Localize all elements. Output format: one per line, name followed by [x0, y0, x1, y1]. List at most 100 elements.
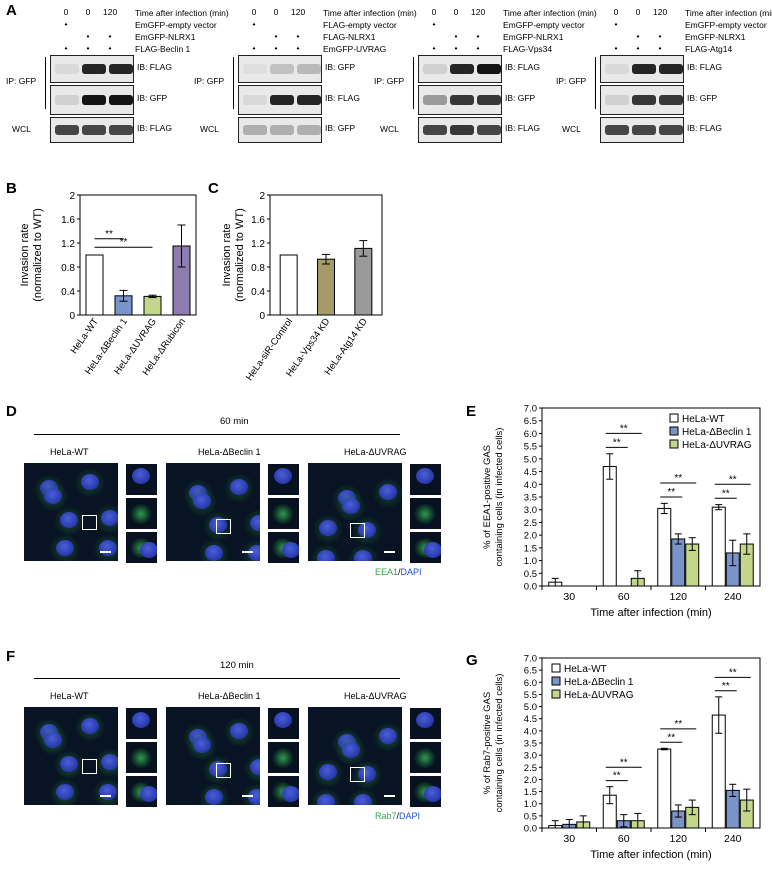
nucleus: [317, 550, 335, 561]
time-value: 0: [431, 7, 437, 17]
scale-bar: [100, 795, 111, 797]
bar: [85, 254, 104, 316]
zoom-region-box: [216, 519, 231, 534]
protein-band: [632, 95, 656, 105]
ip-label: IP: GFP: [556, 76, 587, 86]
protein-band: [243, 64, 267, 74]
immunoblot-label: IB: FLAG: [687, 62, 722, 72]
green-puncta: [414, 504, 436, 524]
nucleus: [101, 754, 118, 770]
construct-label: FLAG-Atg14: [685, 44, 733, 54]
confocal-image: [308, 707, 402, 805]
channel-label-blue: DAPI: [399, 811, 421, 821]
protein-band: [632, 64, 656, 74]
construct-present-mark: •: [252, 19, 256, 29]
category-label: 30: [563, 833, 575, 845]
construct-label: FLAG-Beclin 1: [135, 44, 191, 54]
ip-bracket: [45, 57, 46, 109]
y-axis-label: Invasion rate(normalized to WT): [222, 208, 246, 302]
panel-label-b: B: [6, 180, 17, 197]
legend-swatch: [669, 426, 679, 436]
bar: [711, 506, 726, 587]
protein-band: [659, 125, 683, 135]
y-tick-label: 3.0: [524, 751, 537, 762]
nucleus: [205, 789, 223, 805]
protein-band: [297, 64, 321, 74]
nucleus: [209, 761, 227, 777]
legend-label: HeLa-WT: [564, 664, 607, 675]
zoom-inset: [125, 463, 158, 496]
construct-present-mark: •: [296, 31, 300, 41]
protein-band: [477, 125, 501, 135]
scale-bar: [100, 551, 111, 553]
construct-label: EmGFP-NLRX1: [503, 32, 564, 42]
confocal-image: [166, 707, 260, 805]
y-tick-label: 1.6: [61, 215, 75, 226]
construct-label: EmGFP-NLRX1: [685, 32, 746, 42]
protein-band: [55, 125, 79, 135]
category-label: 60: [618, 833, 630, 845]
nucleus: [354, 550, 372, 561]
construct-label: EmGFP-empty vector: [135, 20, 217, 30]
nucleus: [81, 474, 99, 490]
y-tick-label: 2: [259, 191, 265, 202]
construct-present-mark: •: [252, 43, 256, 53]
category-label: 120: [669, 833, 687, 845]
confocal-image: [24, 463, 118, 561]
nucleus: [193, 493, 211, 509]
category-label: 60: [618, 591, 630, 603]
time-value: 0: [453, 7, 459, 17]
bar: [602, 465, 617, 587]
y-tick-label: 3.5: [524, 739, 537, 750]
sample-label: HeLa-WT: [50, 447, 89, 457]
immunoblot-label: IB: GFP: [137, 93, 168, 103]
nucleus: [44, 732, 62, 748]
blot-strip: [600, 55, 684, 83]
timepoint-rule: [34, 434, 400, 435]
construct-label: FLAG-empty vector: [323, 20, 397, 30]
significance-label: **: [722, 488, 730, 499]
zoom-region-box: [350, 523, 365, 538]
nucleus: [230, 479, 248, 495]
time-value: 120: [103, 7, 118, 17]
protein-band: [243, 125, 267, 135]
immunoblot-label: IB: GFP: [325, 123, 356, 133]
nucleus: [205, 545, 223, 561]
panel-label-d: D: [6, 403, 17, 420]
y-tick-label: 1.5: [524, 543, 537, 554]
immunoblot-label: IB: FLAG: [505, 62, 540, 72]
zoom-inset: [409, 531, 442, 564]
bar: [354, 247, 373, 316]
time-header-label: Time after infection (min): [503, 8, 597, 18]
protein-band: [605, 95, 629, 105]
time-header-label: Time after infection (min): [135, 8, 229, 18]
nucleus: [358, 522, 376, 538]
construct-present-mark: •: [658, 31, 662, 41]
green-puncta: [130, 504, 152, 524]
protein-band: [423, 95, 447, 105]
blot-strip: [50, 55, 134, 83]
protein-band: [659, 95, 683, 105]
nucleus: [209, 517, 227, 533]
legend-swatch: [669, 413, 679, 423]
construct-present-mark: •: [476, 31, 480, 41]
significance-label: **: [667, 487, 675, 498]
construct-present-mark: •: [86, 43, 90, 53]
zoom-inset: [267, 497, 300, 530]
panel-label-e: E: [466, 403, 477, 420]
nucleus: [416, 468, 434, 484]
nucleus: [56, 784, 74, 800]
timepoint-label: 120 min: [220, 660, 254, 671]
panel-label-f: F: [6, 648, 16, 665]
protein-band: [423, 125, 447, 135]
channel-legend: Rab7/DAPI: [375, 811, 420, 821]
confocal-image: [166, 463, 260, 561]
y-tick-label: 7.0: [524, 404, 537, 415]
chart-invasion-knockdown: Invasion rate(normalized to WT) 0 0.4 0.8 1.…: [222, 191, 383, 383]
zoom-inset: [267, 707, 300, 740]
immunoblot-label: IB: GFP: [325, 62, 356, 72]
plot-frame: [79, 194, 197, 316]
y-tick-label: 0: [259, 311, 265, 322]
bar: [671, 538, 686, 587]
construct-present-mark: •: [614, 19, 618, 29]
